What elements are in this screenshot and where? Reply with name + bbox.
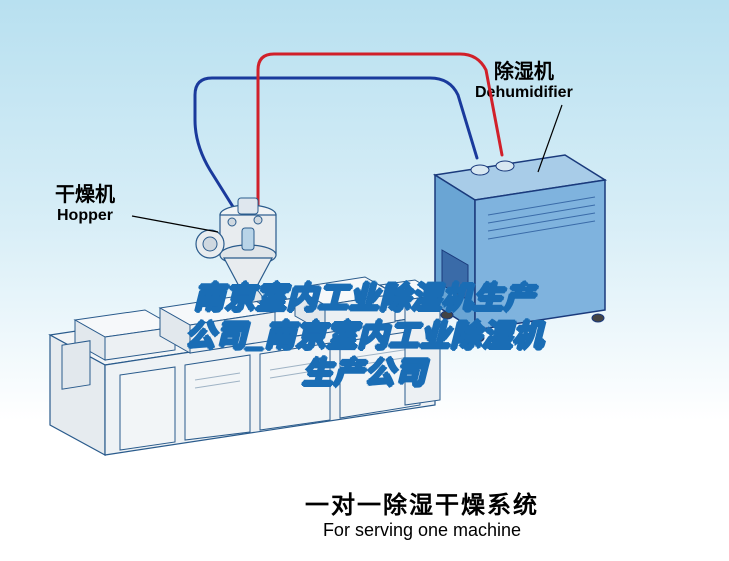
overlay-slogan: 南京室内工业除湿机生产 公司_南京室内工业除湿机 生产公司 [185,280,544,393]
hopper-unit [196,198,276,288]
overlay-line2: 公司_南京室内工业除湿机 [185,318,544,356]
overlay-line3: 生产公司 [185,355,544,393]
lead-line-hopper [132,216,218,232]
overlay-line1: 南京室内工业除湿机生产 [185,280,544,318]
